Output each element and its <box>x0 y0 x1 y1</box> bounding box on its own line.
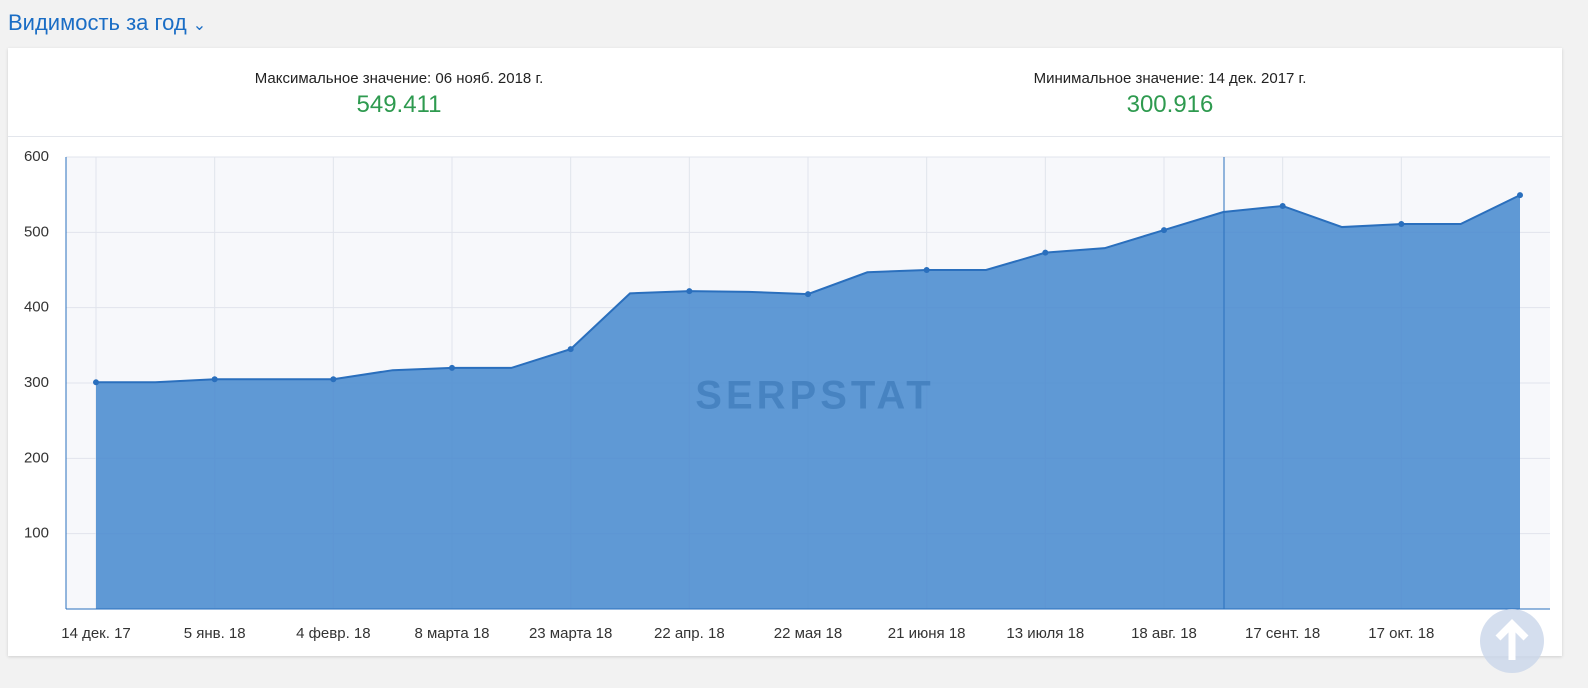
y-tick-label: 400 <box>24 299 49 316</box>
scroll-top-icon <box>1495 619 1529 660</box>
x-tick-label: 13 июля 18 <box>1006 625 1084 642</box>
stat-value: 549.411 <box>356 91 442 118</box>
point <box>686 288 693 295</box>
x-tick-label: 18 авг. 18 <box>1131 625 1197 642</box>
x-tick-label: 22 мая 18 <box>774 625 842 642</box>
y-tick-label: 100 <box>24 525 49 542</box>
point <box>1398 221 1405 228</box>
x-tick-label: 5 янв. 18 <box>184 625 246 642</box>
stat-label: Минимальное значение: 14 дек. 2017 г. <box>1033 70 1307 87</box>
watermark: SERPSTAT <box>695 374 934 418</box>
x-tick-label: 17 окт. 18 <box>1368 625 1434 642</box>
point <box>1517 192 1523 199</box>
point <box>1161 227 1167 234</box>
stat: Максимальное значение: 06 нояб. 2018 г. 5… <box>149 70 649 119</box>
point <box>1279 202 1286 209</box>
x-tick-label: 17 сент. 18 <box>1245 625 1320 642</box>
divider <box>8 136 1562 137</box>
point <box>805 291 811 298</box>
x-tick-label: 21 июня 18 <box>888 625 966 642</box>
title-text: Видимость за год <box>8 10 187 35</box>
x-tick-label: 4 февр. 18 <box>296 625 371 642</box>
point <box>330 376 337 383</box>
point <box>211 376 218 383</box>
point <box>449 364 455 371</box>
page-title[interactable]: Видимость за год ⌄ <box>8 10 207 35</box>
y-tick-label: 600 <box>24 148 49 165</box>
stat: Минимальное значение: 14 дек. 2017 г. 300… <box>920 70 1420 119</box>
area <box>96 195 1520 609</box>
x-tick-label: 14 дек. 17 <box>61 625 131 642</box>
stat-label: Максимальное значение: 06 нояб. 2018 г. <box>254 70 544 87</box>
point <box>93 379 99 386</box>
stat-value: 300.916 <box>1126 91 1214 118</box>
x-tick-label: 23 марта 18 <box>529 625 612 642</box>
x-tick-label: 22 апр. 18 <box>654 625 725 642</box>
x-tick-label: 8 марта 18 <box>414 625 489 642</box>
point <box>567 346 574 353</box>
y-tick-label: 500 <box>24 223 49 240</box>
y-tick-label: 200 <box>24 449 49 466</box>
y-tick-label: 300 <box>24 374 49 391</box>
point <box>1042 249 1049 256</box>
point <box>923 267 930 273</box>
